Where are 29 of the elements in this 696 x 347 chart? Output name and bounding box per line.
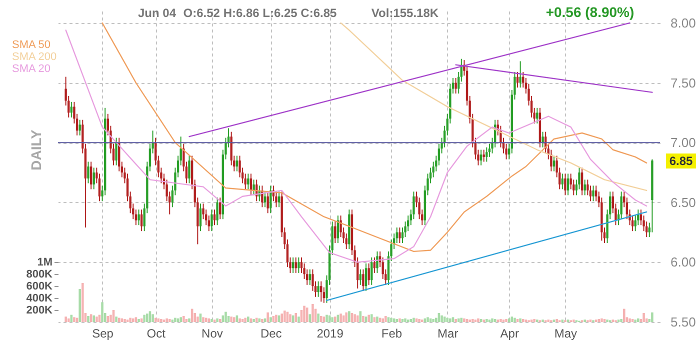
x-tick-label: May [554,326,578,340]
y-tick-label: 7.00 [670,135,696,150]
y2-tick-label: 200K [26,304,53,316]
x-tick-label: Dec [260,326,282,340]
annotation: +0.56 (8.90%) [546,4,634,20]
text: DAILY [28,128,44,170]
y-tick-label: 6.50 [670,194,696,210]
y2-tick-label: 1M [37,256,52,268]
text: SMA 20 [12,63,51,75]
y-tick-label: 8.00 [670,15,696,30]
annotation: Jun 04 [138,6,176,20]
y-tick-label: 5.50 [670,314,696,330]
x-tick-label: Feb [381,326,402,340]
x-tick-label: Nov [202,326,223,340]
x-tick-label: 2019 [316,326,344,340]
text: SMA 50 [12,39,51,51]
y2-tick-label: 400K [26,292,53,304]
x-tick-label: Mar [438,326,458,340]
text: 6.85 [669,154,693,168]
annotation: O:6.52 H:6.86 L:6.25 C:6.85 [183,6,338,20]
y-tick-label: 7.50 [670,75,696,90]
y-tick-label: 6.00 [670,254,696,270]
x-tick-label: Sep [92,326,114,340]
annotation: Vol:155.18K [371,6,439,20]
x-tick-label: Oct [146,326,166,340]
y2-tick-label: 600K [26,280,53,292]
y2-tick-label: 800K [26,268,53,280]
text: SMA 200 [12,51,57,63]
x-tick-label: Apr [500,326,519,340]
